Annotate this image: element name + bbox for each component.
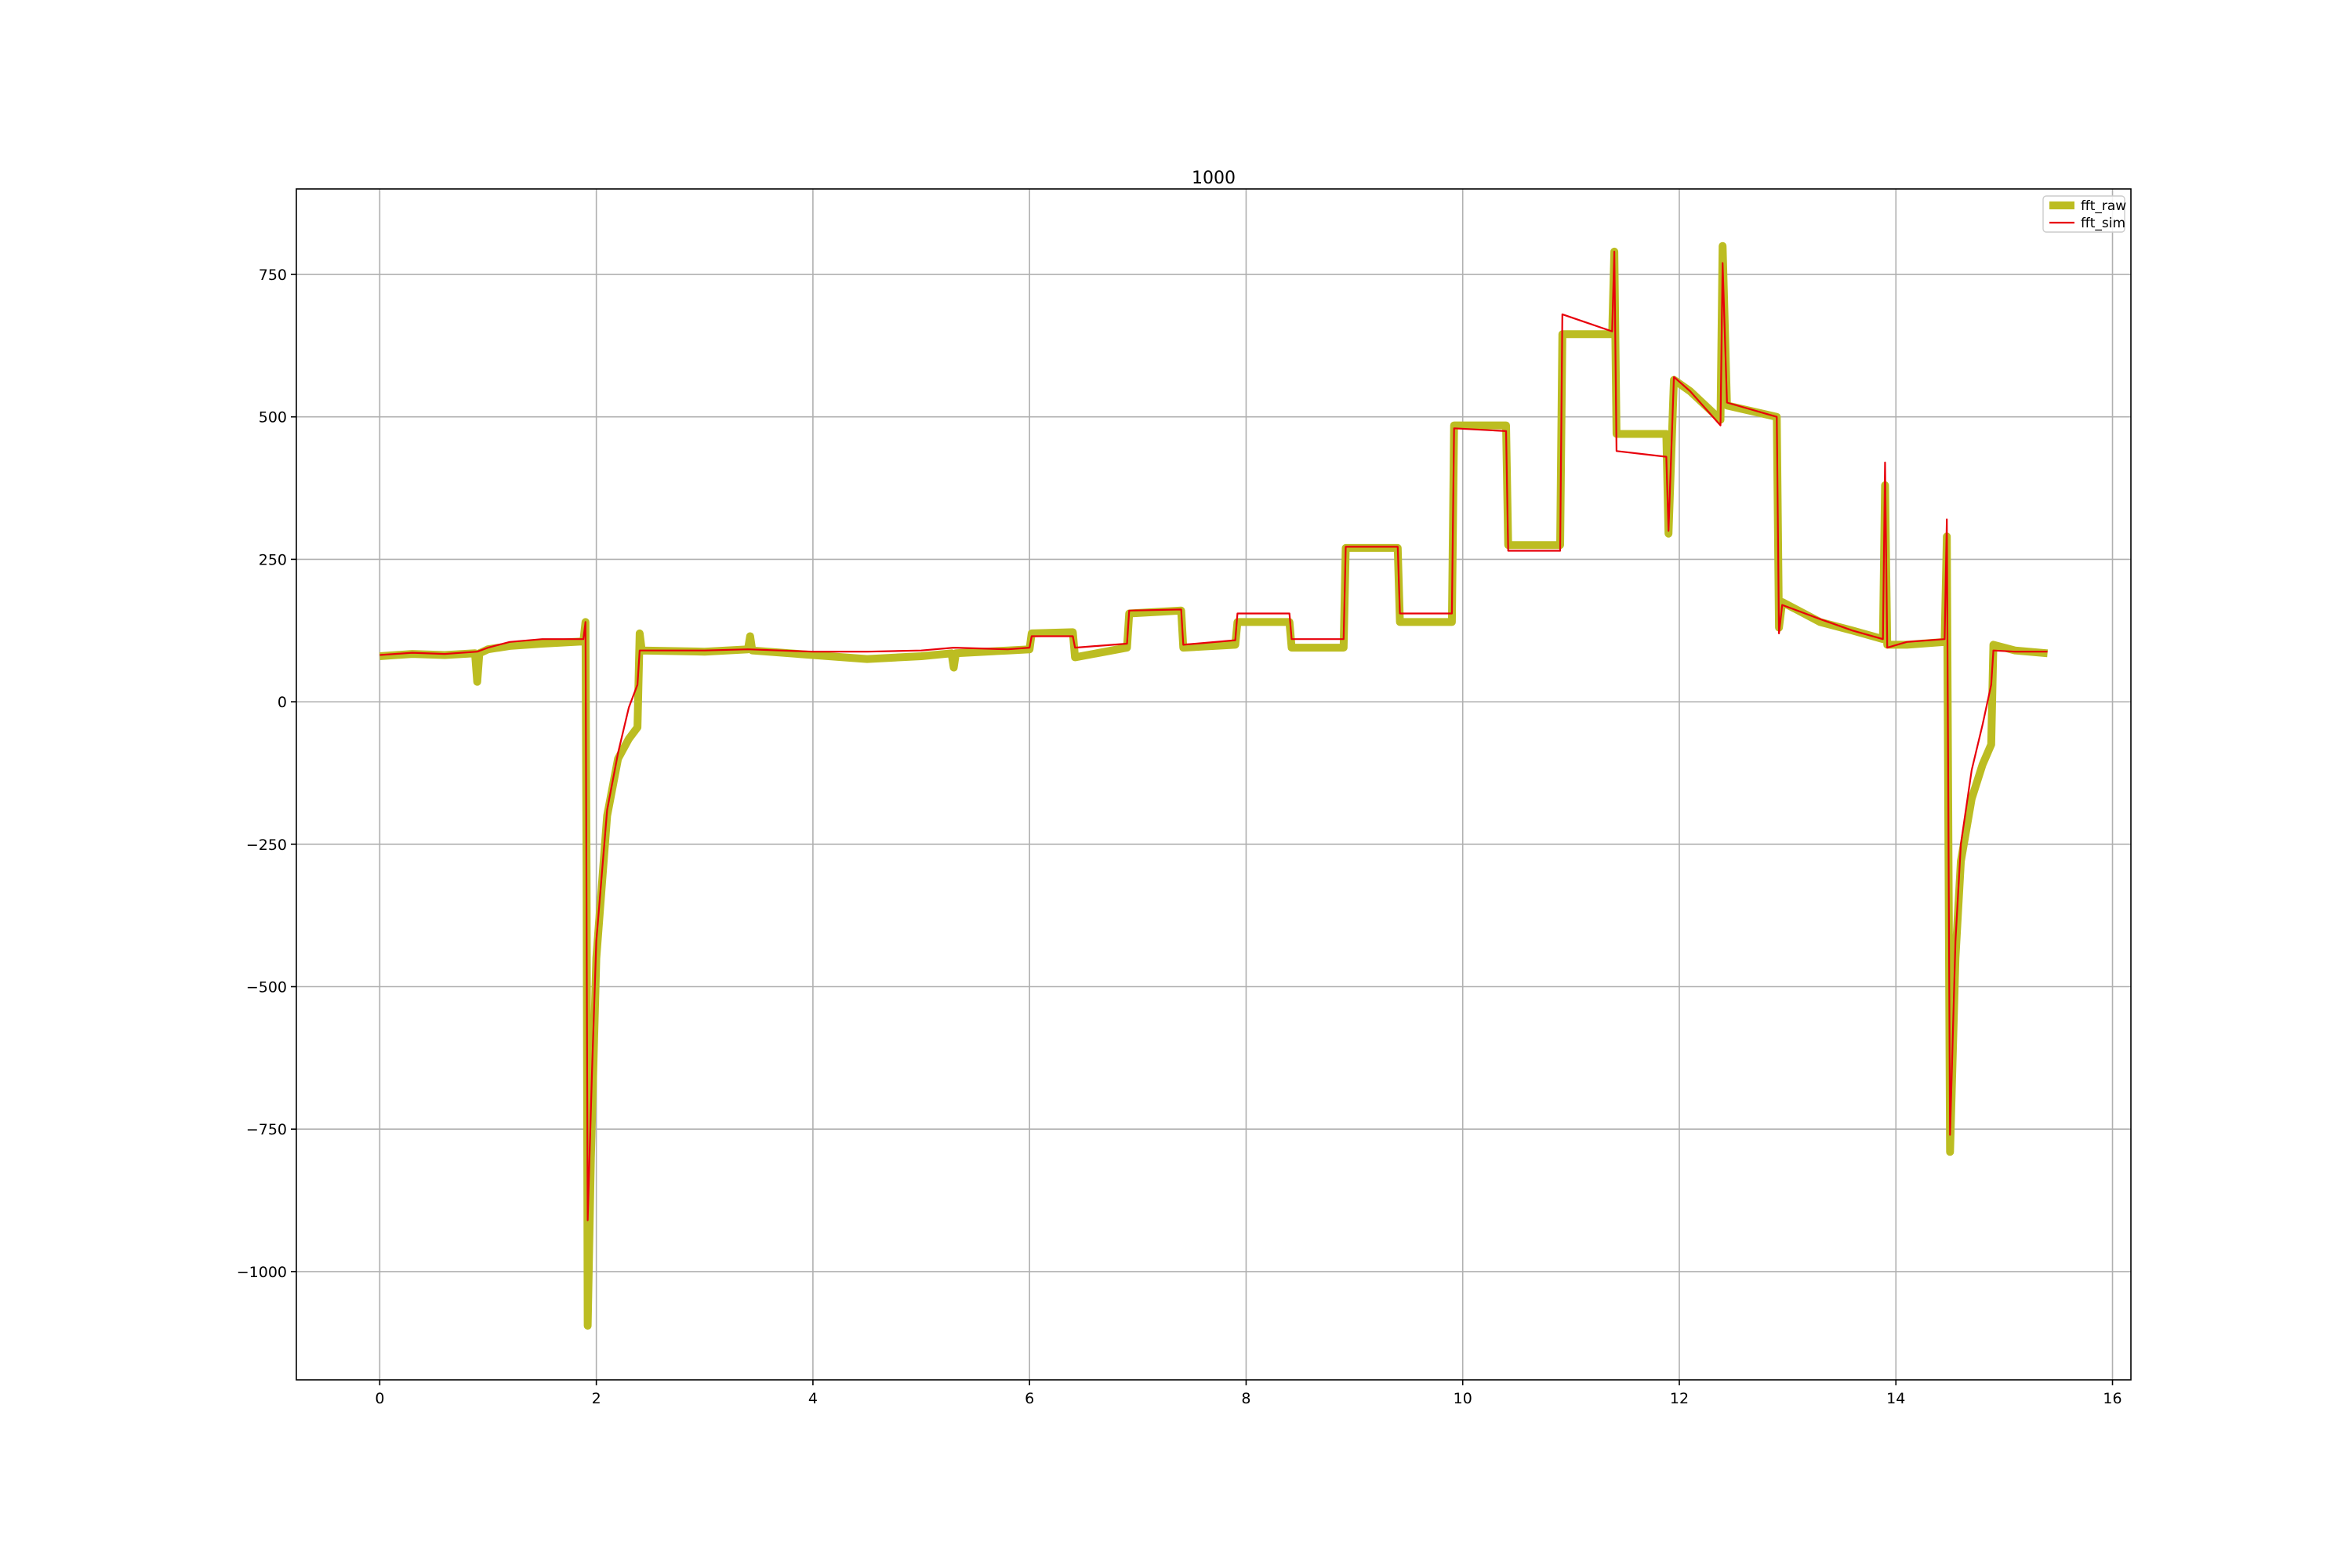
- axis-ticks: 0 2 4 6 8 10 12 14 16 −1000 −750 −500 −250 0 250 500 750: [237, 267, 2122, 1407]
- y-tick-label: 500: [259, 409, 287, 426]
- y-tick-label: −500: [246, 979, 287, 996]
- legend-label: fft_raw: [2081, 198, 2126, 214]
- grid-lines: [296, 189, 2131, 1380]
- x-tick-label: 8: [1241, 1390, 1250, 1407]
- y-tick-label: 0: [278, 694, 287, 711]
- y-tick-label: 750: [259, 267, 287, 284]
- x-tick-label: 10: [1454, 1390, 1472, 1407]
- legend-label: fft_sim: [2081, 216, 2125, 231]
- x-tick-label: 16: [2103, 1390, 2122, 1407]
- x-tick-label: 6: [1025, 1390, 1034, 1407]
- series-line-fft-sim: [379, 250, 2048, 1221]
- x-tick-label: 12: [1670, 1390, 1689, 1407]
- series-lines: [379, 241, 2049, 1330]
- y-tick-label: −1000: [237, 1264, 287, 1281]
- plot-area: [296, 189, 2131, 1380]
- y-tick-label: −250: [246, 837, 287, 854]
- x-tick-label: 2: [592, 1390, 601, 1407]
- x-tick-label: 0: [375, 1390, 384, 1407]
- y-tick-label: −750: [246, 1121, 287, 1138]
- x-tick-label: 14: [1886, 1390, 1905, 1407]
- y-tick-label: 250: [259, 551, 287, 568]
- x-tick-label: 4: [808, 1390, 818, 1407]
- plot-frame: [296, 188, 2132, 1381]
- chart-title: 1000: [1192, 169, 1236, 188]
- legend: fft_raw fft_sim: [2042, 195, 2126, 233]
